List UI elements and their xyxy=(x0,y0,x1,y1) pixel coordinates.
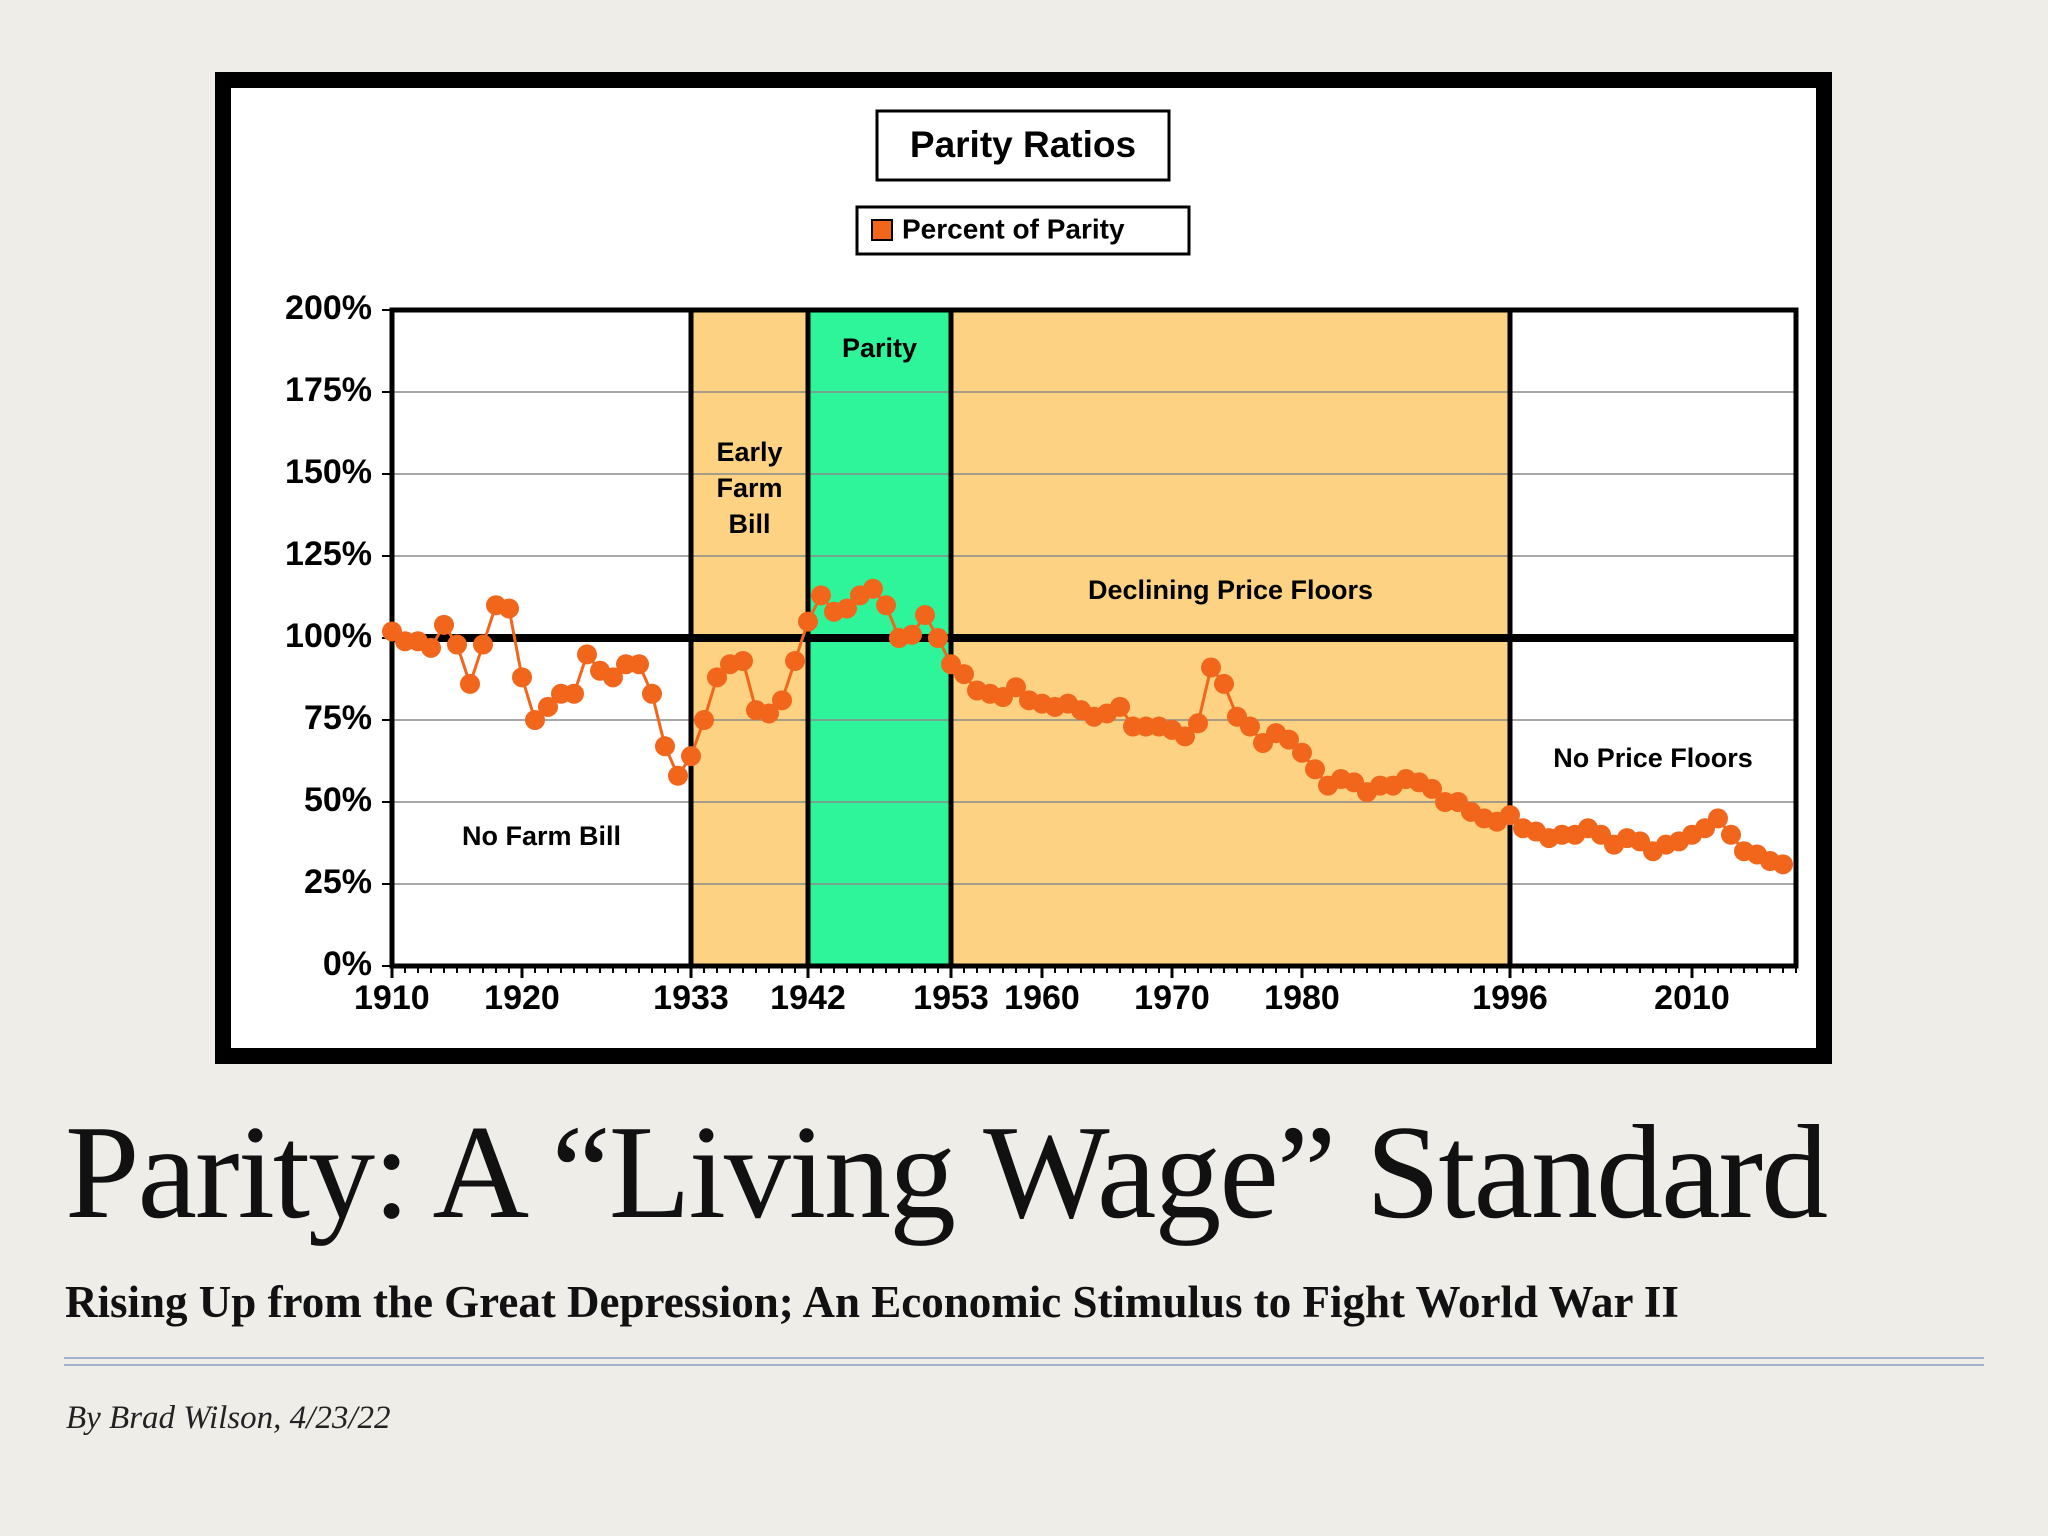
data-point xyxy=(538,696,558,717)
data-point xyxy=(1110,696,1130,717)
rule xyxy=(64,1364,1984,1366)
x-tick-label: 1960 xyxy=(1004,979,1080,1017)
rule xyxy=(64,1357,1984,1359)
data-point xyxy=(1240,716,1260,737)
data-point xyxy=(1773,854,1793,875)
data-point xyxy=(837,598,857,619)
y-tick-label: 75% xyxy=(304,699,372,737)
data-point xyxy=(577,644,597,665)
data-point xyxy=(694,710,714,730)
legend-label: Percent of Parity xyxy=(902,213,1125,244)
data-point xyxy=(772,690,792,711)
data-point xyxy=(473,634,493,655)
data-point xyxy=(460,673,480,694)
data-point xyxy=(421,637,441,658)
data-point xyxy=(1175,726,1195,747)
y-tick-label: 50% xyxy=(304,781,372,819)
data-point xyxy=(1214,673,1234,694)
data-point xyxy=(1292,742,1312,763)
data-point xyxy=(1500,805,1520,826)
x-tick-label: 1910 xyxy=(354,979,430,1017)
data-point xyxy=(434,614,454,635)
region-label: No Farm Bill xyxy=(462,821,621,851)
legend xyxy=(855,205,1191,256)
data-point xyxy=(1422,778,1442,799)
data-point xyxy=(1305,759,1325,780)
slide-subtitle: Rising Up from the Great Depression; An … xyxy=(65,1277,1679,1327)
data-point xyxy=(759,703,779,724)
region-label-line: Bill xyxy=(728,509,770,539)
data-point xyxy=(1188,713,1208,734)
y-tick-label: 0% xyxy=(323,945,372,983)
data-point xyxy=(902,624,922,645)
data-point xyxy=(499,598,519,619)
y-tick-label: 200% xyxy=(285,289,372,327)
y-tick-label: 100% xyxy=(285,617,372,655)
x-tick-label: 1933 xyxy=(653,979,729,1017)
region-label-line: Farm xyxy=(716,473,782,503)
data-point xyxy=(915,605,935,626)
data-point xyxy=(1201,657,1221,678)
data-point xyxy=(681,746,701,767)
data-point xyxy=(876,595,896,616)
slide-title: Parity: A “Living Wage” Standard xyxy=(65,1098,1828,1246)
data-point xyxy=(642,683,662,704)
data-point xyxy=(668,765,688,786)
chart-title: Parity Ratios xyxy=(910,124,1136,165)
data-point xyxy=(785,650,805,671)
data-point xyxy=(954,664,974,685)
data-point xyxy=(564,683,584,704)
data-point xyxy=(798,611,818,632)
data-point xyxy=(1279,729,1299,750)
x-tick-label: 1980 xyxy=(1264,979,1340,1017)
region-label-line: Early xyxy=(716,437,782,467)
data-point xyxy=(629,654,649,675)
data-point xyxy=(603,667,623,688)
data-point xyxy=(928,628,948,648)
x-tick-label: 1942 xyxy=(770,979,846,1017)
y-tick-label: 25% xyxy=(304,863,372,901)
region-label: Early Farm Bill xyxy=(716,437,782,539)
region-label: Parity xyxy=(842,333,917,363)
title-box xyxy=(875,109,1171,182)
legend-swatch xyxy=(871,219,893,241)
x-tick-label: 2010 xyxy=(1654,979,1730,1017)
x-tick-label: 1953 xyxy=(913,979,989,1017)
data-point xyxy=(1721,824,1741,845)
x-tick-label: 1996 xyxy=(1472,979,1548,1017)
data-point xyxy=(707,667,727,688)
data-point xyxy=(512,667,532,688)
region-label: No Price Floors xyxy=(1553,743,1753,773)
region-label: Declining Price Floors xyxy=(1088,575,1373,605)
byline: By Brad Wilson, 4/23/22 xyxy=(66,1400,391,1436)
y-tick-label: 175% xyxy=(285,371,372,409)
data-point xyxy=(811,585,831,606)
y-tick-label: 150% xyxy=(285,453,372,491)
data-point xyxy=(863,578,883,599)
data-point xyxy=(1708,808,1728,829)
data-point xyxy=(447,634,467,655)
data-point xyxy=(1006,677,1026,698)
data-point xyxy=(733,650,753,671)
data-point xyxy=(655,736,675,757)
x-tick-label: 1920 xyxy=(484,979,560,1017)
x-tick-label: 1970 xyxy=(1134,979,1210,1017)
chart: Parity Ratios Percent of Parity 0% 25% 50%… xyxy=(215,72,1832,1064)
y-tick-label: 125% xyxy=(285,535,372,573)
data-point xyxy=(525,710,545,730)
